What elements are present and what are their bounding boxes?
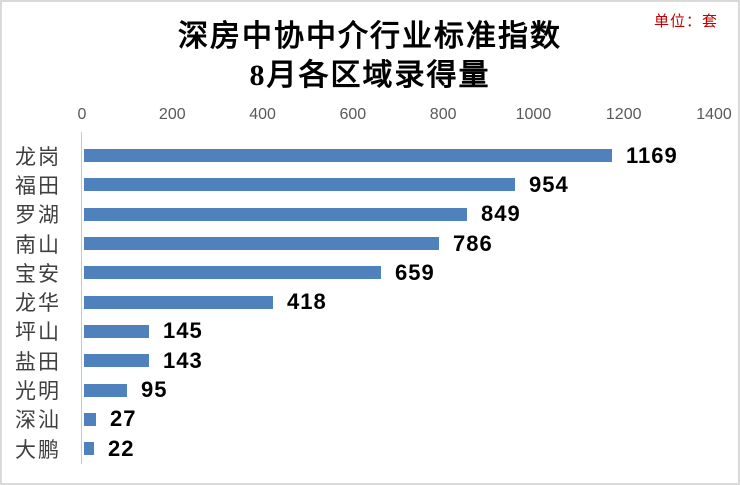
bar-row: 盐田 143 — [2, 346, 738, 375]
value-label: 145 — [163, 318, 203, 344]
x-axis-tick-label: 0 — [77, 106, 87, 123]
value-label: 849 — [481, 201, 521, 227]
bar-row: 龙岗 1169 — [2, 141, 738, 170]
x-axis-tick-label: 1200 — [605, 106, 642, 123]
bar-row: 大鹏 22 — [2, 434, 738, 463]
bar-row: 龙华 418 — [2, 287, 738, 316]
bar-row: 宝安 659 — [2, 258, 738, 287]
value-label: 143 — [163, 347, 203, 373]
bar — [84, 383, 127, 397]
bar — [84, 442, 94, 456]
value-label: 954 — [529, 171, 569, 197]
value-label: 95 — [141, 377, 168, 403]
bar — [84, 354, 149, 368]
value-label: 22 — [108, 435, 135, 461]
value-label: 27 — [110, 406, 137, 432]
category-label: 坪山 — [15, 320, 61, 345]
bar — [84, 266, 381, 280]
category-label: 龙岗 — [15, 144, 61, 169]
bar-row: 罗湖 849 — [2, 200, 738, 229]
bar — [84, 207, 467, 221]
x-axis-tick-label: 1400 — [696, 106, 732, 123]
unit-label: 单位：套 — [653, 14, 718, 30]
chart-title-line2: 8月各区域录得量 — [249, 59, 491, 92]
x-axis-tick-label: 1000 — [515, 106, 552, 123]
category-label: 福田 — [15, 173, 61, 198]
bar-row: 深汕 27 — [2, 405, 738, 434]
value-label: 786 — [453, 230, 493, 256]
value-label: 659 — [395, 259, 435, 285]
category-label: 龙华 — [15, 291, 61, 316]
value-label: 418 — [287, 289, 327, 315]
bar — [84, 178, 515, 192]
chart-title-line1: 深房中协中介行业标准指数 — [178, 20, 562, 53]
chart-title: 深房中协中介行业标准指数 8月各区域录得量 — [2, 17, 738, 95]
x-axis-ticks: 0 200 400 600 800 1000 1200 1400 — [78, 106, 732, 126]
category-label: 罗湖 — [15, 203, 61, 228]
category-label: 光明 — [15, 379, 61, 404]
x-axis-tick-label: 600 — [339, 106, 367, 123]
bar-row: 福田 954 — [2, 170, 738, 199]
category-label: 盐田 — [15, 349, 61, 374]
bar-rows: 龙岗 1169 福田 954 罗湖 849 南山 786 宝安 659 龙华 418 坪山 145 盐田 14… — [2, 141, 738, 463]
y-axis-line — [81, 132, 82, 464]
bar — [84, 149, 612, 163]
x-axis-tick-label: 200 — [158, 106, 186, 123]
bar-row: 南山 786 — [2, 229, 738, 258]
category-label: 南山 — [15, 232, 61, 257]
category-label: 大鹏 — [15, 437, 61, 462]
x-axis-tick-label: 400 — [249, 106, 276, 123]
bar — [84, 412, 96, 426]
bar-row: 光明 95 — [2, 375, 738, 404]
bar — [84, 295, 273, 309]
bar — [84, 324, 149, 338]
value-label: 1169 — [626, 142, 678, 168]
bar — [84, 237, 439, 251]
category-label: 深汕 — [15, 408, 61, 433]
category-label: 宝安 — [15, 261, 61, 286]
bar-row: 坪山 145 — [2, 317, 738, 346]
x-axis-tick-label: 800 — [429, 106, 457, 123]
